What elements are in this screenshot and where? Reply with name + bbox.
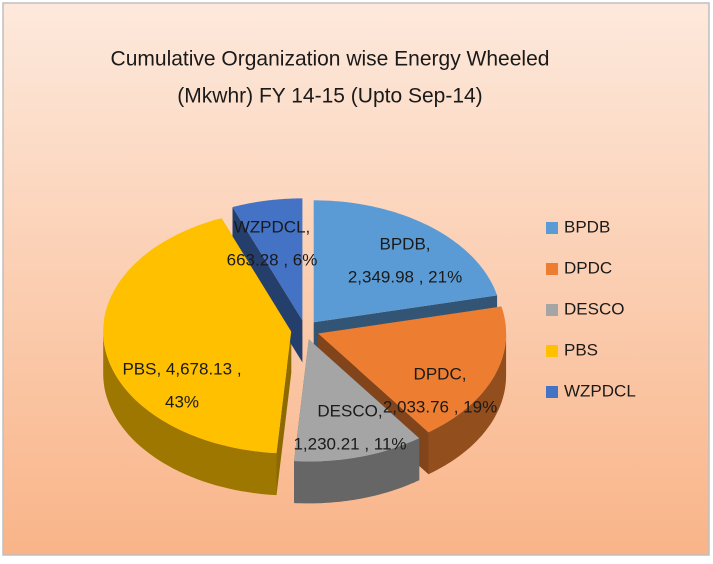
legend-swatch — [546, 222, 558, 234]
slice — [103, 218, 292, 454]
slice — [294, 339, 420, 462]
legend-label: PBS — [564, 340, 598, 359]
legend-swatch — [546, 304, 558, 316]
legend-label: WZPDCL — [564, 381, 636, 400]
legend-swatch — [546, 263, 558, 275]
data-label: 43% — [165, 392, 199, 411]
slice-wall — [428, 333, 507, 475]
legend-label: BPDB — [564, 217, 610, 236]
legend-swatch — [546, 345, 558, 357]
chart-title: (Mkwhr) FY 14-15 (Upto Sep-14) — [177, 85, 482, 108]
data-label: 2,349.98 , 21% — [348, 267, 462, 286]
data-label: WZPDCL, — [234, 217, 311, 236]
slice-wall — [294, 438, 420, 504]
data-label: 1,230.21 , 11% — [293, 434, 406, 453]
data-label: DESCO, — [317, 401, 382, 420]
data-label: PBS, 4,678.13 , — [122, 359, 241, 378]
legend-label: DPDC — [564, 258, 612, 277]
legend-swatch — [546, 386, 558, 398]
legend-label: DESCO — [564, 299, 624, 318]
data-label: 2,033.76 , 19% — [383, 397, 497, 416]
slice — [313, 200, 498, 323]
slice — [232, 198, 303, 321]
chart-title: Cumulative Organization wise Energy Whee… — [111, 48, 550, 71]
slice-wall — [103, 331, 277, 496]
data-label: DPDC, — [414, 364, 467, 383]
slice — [318, 306, 507, 433]
slice-side — [276, 331, 292, 496]
data-label: 663.28 , 6% — [227, 250, 318, 269]
data-label: BPDB, — [379, 234, 430, 253]
